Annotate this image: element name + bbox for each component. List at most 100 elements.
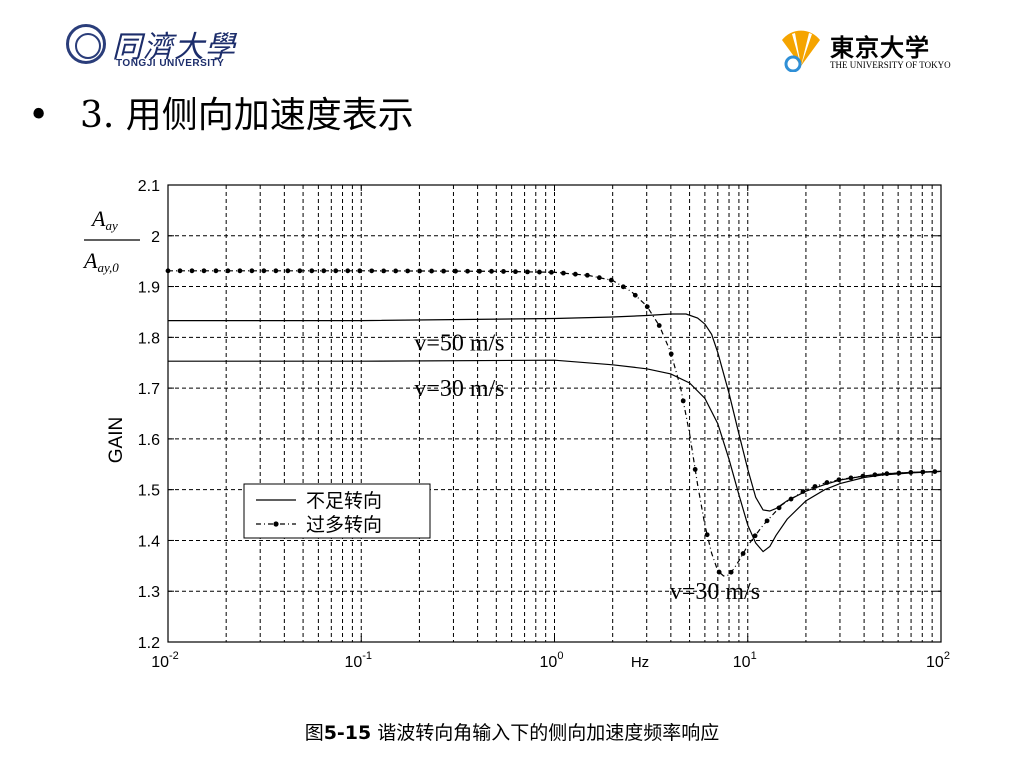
x-unit-label: Hz xyxy=(631,654,649,671)
series-marker xyxy=(333,268,339,274)
legend-label-1: 过多转向 xyxy=(306,514,382,536)
series-marker xyxy=(692,467,698,472)
series-marker xyxy=(297,268,303,274)
series-marker xyxy=(429,268,434,274)
series-marker xyxy=(273,268,279,274)
series-marker xyxy=(393,268,399,274)
series-line-1 xyxy=(168,359,942,553)
series-marker xyxy=(824,480,830,485)
series-marker xyxy=(201,268,207,274)
x-tick-label: 10-2 xyxy=(151,650,179,671)
series-marker xyxy=(704,532,710,538)
series-marker xyxy=(680,398,686,404)
series-marker xyxy=(644,304,650,310)
series-marker xyxy=(321,268,327,274)
curve-annotation: v=30 m/s xyxy=(414,376,504,402)
series-marker xyxy=(465,268,470,274)
y-tick-label: 1.3 xyxy=(138,584,160,601)
series-marker xyxy=(920,469,926,475)
series-marker xyxy=(417,268,423,274)
series-marker xyxy=(249,268,255,274)
y-axis-label: GAIN xyxy=(106,417,127,463)
x-tick-label: 100 xyxy=(540,650,564,671)
series-marker xyxy=(501,269,506,274)
series-marker xyxy=(225,268,231,274)
series-marker xyxy=(405,268,411,274)
y-tick-label: 1.8 xyxy=(138,330,160,347)
chart-grid xyxy=(168,185,941,642)
series-marker xyxy=(513,269,518,275)
series-marker xyxy=(848,475,854,481)
series-marker xyxy=(369,268,375,274)
series-marker xyxy=(357,268,363,274)
tongji-name-cn: 同濟大學 xyxy=(112,30,236,65)
series-markers-2 xyxy=(165,268,938,575)
series-marker xyxy=(381,268,387,274)
y-tick-label: 1.9 xyxy=(138,280,160,297)
series-marker xyxy=(788,496,794,502)
caption-text: 谐波转向角输入下的侧向加速度频率响应 xyxy=(371,722,720,744)
series-marker xyxy=(345,268,351,274)
series-marker xyxy=(237,268,243,274)
series-marker xyxy=(716,569,722,575)
figure-caption: 图5-15 谐波转向角输入下的侧向加速度频率响应 xyxy=(0,718,1024,745)
series-marker xyxy=(177,268,183,274)
series-marker xyxy=(596,275,602,281)
ratio-numerator: Aay xyxy=(90,206,118,233)
series-marker xyxy=(884,471,890,477)
bullet-marker: • xyxy=(28,95,50,136)
series-marker xyxy=(537,269,542,275)
series-marker xyxy=(549,269,554,275)
series-marker xyxy=(668,351,674,357)
utokyo-logo: 東京大学 THE UNIVERSITY OF TOKYO xyxy=(778,26,958,76)
legend-box xyxy=(243,483,431,539)
utokyo-name-cn: 東京大学 xyxy=(830,33,930,62)
tongji-seal-icon xyxy=(66,24,106,64)
series-marker xyxy=(477,268,482,274)
caption-number: 5-15 xyxy=(323,722,372,744)
series-marker xyxy=(620,284,626,290)
x-tick-label: 101 xyxy=(733,650,757,671)
legend-label-0: 不足转向 xyxy=(306,490,382,512)
series-marker xyxy=(752,533,758,539)
y-tick-label: 1.4 xyxy=(138,533,160,550)
utokyo-name-en: THE UNIVERSITY OF TOKYO xyxy=(830,60,951,70)
curve-annotation: v=50 m/s xyxy=(414,330,504,356)
curve-annotation: v=30 m/s xyxy=(670,579,760,605)
series-marker xyxy=(213,268,219,274)
tongji-logo: 同濟大學 TONGJI UNIVERSITY xyxy=(66,22,256,74)
x-tick-label: 10-1 xyxy=(344,650,372,671)
series-marker xyxy=(728,569,734,575)
series-marker xyxy=(860,473,866,479)
series-marker xyxy=(896,470,902,476)
series-marker xyxy=(489,268,494,274)
y-tick-label: 1.2 xyxy=(138,635,160,652)
y-tick-label: 1.5 xyxy=(138,483,160,500)
series-marker xyxy=(608,277,614,283)
series-marker xyxy=(261,268,267,274)
series-marker xyxy=(560,270,566,276)
series-marker xyxy=(908,470,914,475)
series-marker xyxy=(764,518,770,524)
y-tick-label: 1.6 xyxy=(138,432,160,449)
series-marker xyxy=(584,272,590,278)
series-marker xyxy=(836,477,842,483)
y-tick-label: 2 xyxy=(151,229,160,246)
series-marker xyxy=(285,268,291,274)
series-marker xyxy=(812,484,818,489)
tongji-name-en: TONGJI UNIVERSITY xyxy=(116,58,225,69)
series-marker xyxy=(453,268,458,274)
caption-prefix: 图 xyxy=(304,722,324,744)
y-tick-label: 1.7 xyxy=(138,381,160,398)
series-marker xyxy=(572,271,578,277)
tick-marks xyxy=(167,184,942,643)
series-marker xyxy=(656,323,662,328)
series-marker xyxy=(872,472,878,478)
series-marker xyxy=(525,269,530,275)
x-tick-label: 102 xyxy=(926,650,950,671)
series-marker xyxy=(165,268,171,274)
series-marker xyxy=(800,489,806,494)
series-marker xyxy=(932,469,938,474)
